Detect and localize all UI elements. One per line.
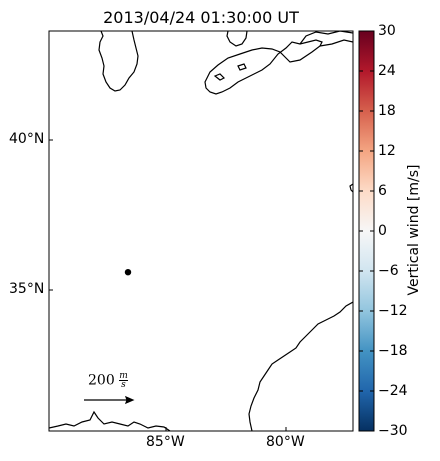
lake-michigan-outline <box>98 31 139 92</box>
scale-arrow-value: 200 <box>88 372 115 389</box>
chesapeake-edge <box>349 183 353 193</box>
scale-arrow-label: 200 m s <box>88 371 128 390</box>
lon-label-85w: 85°W <box>146 434 185 450</box>
colorbar-tick-label: −18 <box>378 343 408 359</box>
colorbar-tick-label: −12 <box>378 303 408 319</box>
colorbar-tick-label: 18 <box>378 103 396 119</box>
colorbar-tick-label: 12 <box>378 143 396 159</box>
atlantic-coastline <box>248 301 353 431</box>
colorbar-tick-label: 30 <box>378 23 396 39</box>
scale-arrow-unit-den: s <box>121 380 126 390</box>
lat-label-35n: 35°N <box>9 281 45 297</box>
colorbar-tick-label: −6 <box>378 263 399 279</box>
scale-arrow-unit: m s <box>119 371 128 390</box>
map-frame <box>48 30 354 432</box>
colorbar-tick-label: −30 <box>378 423 408 439</box>
gulf-coastline <box>49 410 171 431</box>
lake-erie-outline <box>204 39 323 95</box>
colorbar-tick-label: 24 <box>378 63 396 79</box>
lat-label-40n: 40°N <box>9 131 45 147</box>
colorbar-tick-label: 0 <box>378 223 387 239</box>
lon-label-80w: 80°W <box>266 434 305 450</box>
colorbar-tick-label: 6 <box>378 183 387 199</box>
lake-huron-outline <box>226 31 248 47</box>
lake-erie-islands <box>213 63 247 81</box>
observation-marker <box>124 269 132 276</box>
colorbar-tick-label: −24 <box>378 383 408 399</box>
colorbar-label-text: Vertical wind [m/s] <box>406 164 422 296</box>
map-panel <box>49 31 353 431</box>
scale-arrow <box>84 395 135 405</box>
map-title: 2013/04/24 01:30:00 UT <box>103 8 299 27</box>
scale-arrow-unit-num: m <box>119 371 128 381</box>
